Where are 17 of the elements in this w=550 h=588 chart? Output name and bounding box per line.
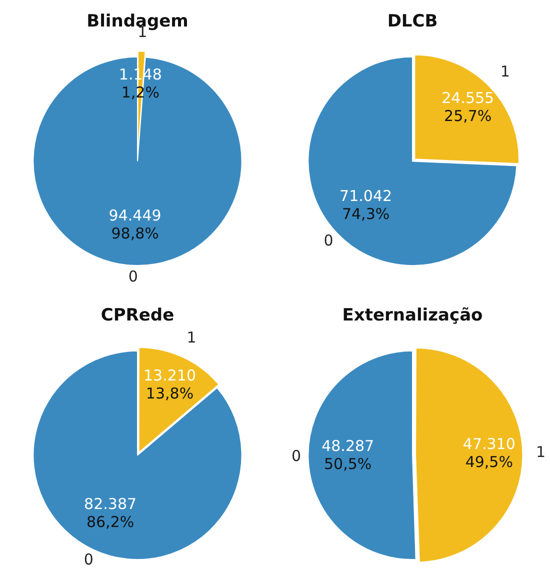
chart-title: DLCB (387, 12, 438, 32)
chart-title: Externalização (342, 306, 483, 326)
chart-title: CPRede (100, 306, 174, 326)
data-label: 48.287 50,5% (322, 437, 374, 474)
slice-label: 0 (84, 550, 94, 569)
slice-label: 1 (500, 62, 510, 80)
data-label: 71.042 74,3% (340, 186, 392, 223)
slice-label: 0 (128, 267, 138, 286)
data-label: 13.210 13,8% (143, 366, 196, 403)
slice-label: 0 (291, 446, 301, 465)
slice-label: 1 (536, 443, 546, 462)
data-label: 82.387 86,2% (84, 494, 137, 531)
slice-label: 1 (186, 328, 196, 347)
slice-label: 0 (324, 232, 334, 250)
data-label: 47.310 49,5% (462, 434, 516, 471)
data-label: 24.555 25,7% (442, 89, 494, 126)
data-label: 94.449 98,8% (108, 206, 162, 243)
